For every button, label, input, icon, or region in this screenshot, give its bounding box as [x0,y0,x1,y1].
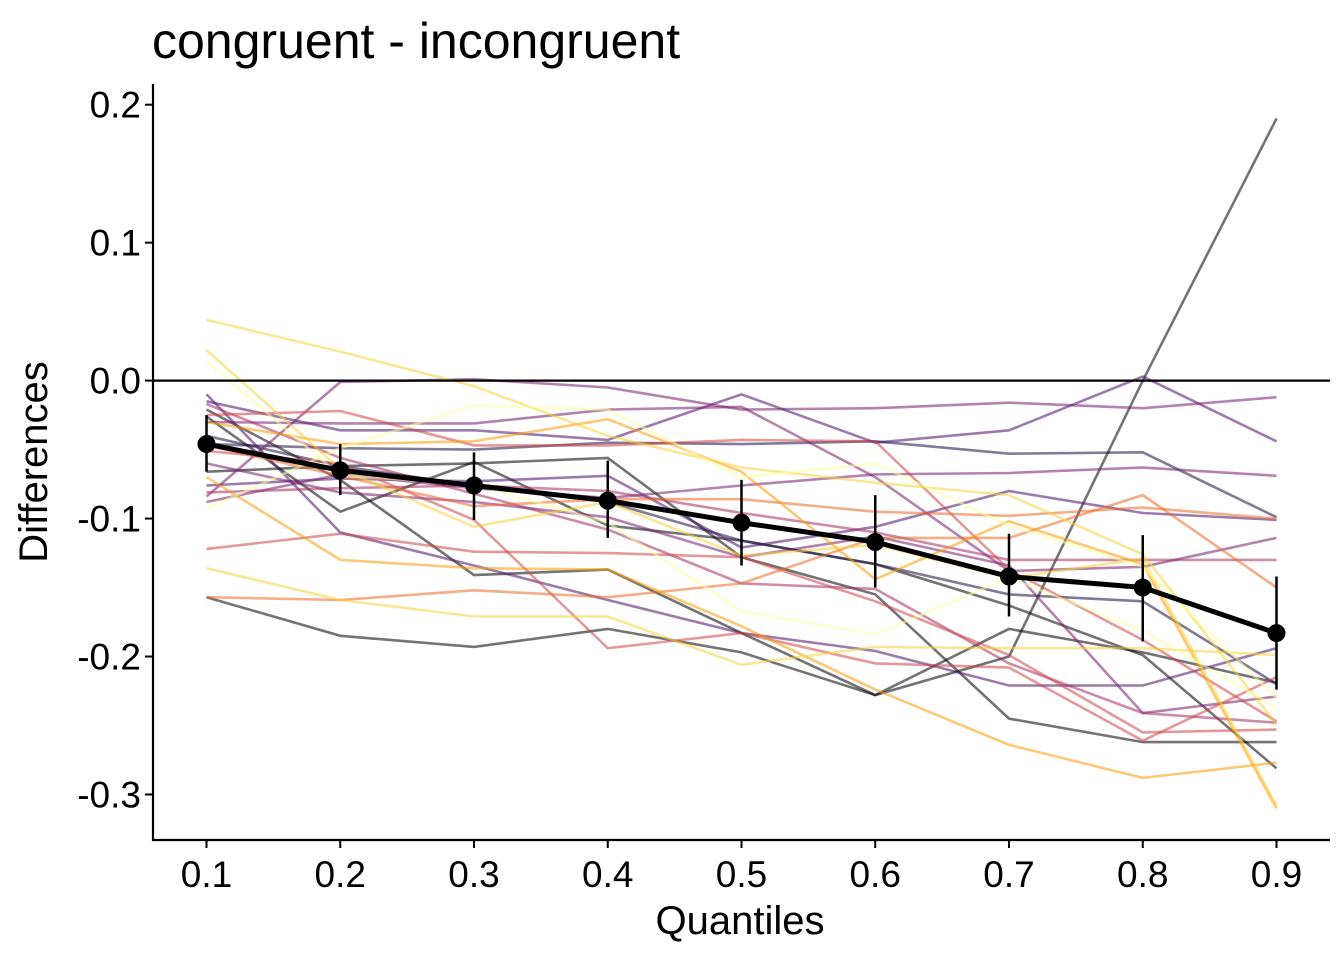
subject-lines [205,117,1278,809]
x-axis-label: Quantiles [656,899,825,943]
subject-line-1 [206,595,1277,697]
mean-points [197,435,1286,643]
subject-line-18 [206,449,1278,743]
x-tick-label: 0.7 [983,854,1034,895]
y-tick-label: 0.2 [90,85,141,126]
x-tick-label: 0.1 [181,854,232,895]
subject-line-22 [206,417,1278,809]
x-tick-label: 0.2 [315,854,366,895]
mean-point-0.8 [1133,578,1152,597]
mean-point-0.2 [331,461,350,480]
x-axis-ticks: 0.1 0.2 0.3 0.4 0.5 0.6 0.7 0.8 0.9 [181,840,1302,895]
y-tick-label: -0.2 [77,637,141,678]
subject-line-26 [205,404,1278,699]
subject-line-25 [206,566,1277,667]
mean-point-0.5 [732,513,751,532]
subject-line-17 [206,409,1278,723]
y-tick-label: 0.0 [90,361,141,402]
mean-point-0.3 [465,476,483,495]
subject-line-23 [206,318,1278,725]
x-tick-label: 0.3 [448,854,499,895]
mean-point-0.9 [1267,624,1286,643]
mean-point-0.6 [866,533,885,552]
y-axis-ticks: 0.2 0.1 0.0 -0.1 -0.2 -0.3 [77,85,153,815]
mean-point-0.4 [598,491,617,510]
subject-line-21 [205,476,1277,780]
mean-point-0.7 [1000,567,1018,586]
x-tick-label: 0.5 [716,854,767,895]
y-tick-label: -0.1 [77,499,141,540]
subject-line-27 [205,360,1278,709]
y-tick-label: 0.1 [90,223,141,264]
mean-point-0.1 [197,435,216,454]
x-tick-label: 0.8 [1117,854,1168,895]
x-tick-label: 0.9 [1251,854,1302,895]
x-tick-label: 0.6 [850,854,901,895]
subject-line-8 [206,375,1278,445]
chart-title: congruent - incongruent [152,13,680,69]
x-tick-label: 0.4 [582,854,633,895]
y-axis-label: Differences [12,361,56,563]
y-tick-label: -0.3 [77,774,141,815]
subject-line-6 [206,439,1278,519]
